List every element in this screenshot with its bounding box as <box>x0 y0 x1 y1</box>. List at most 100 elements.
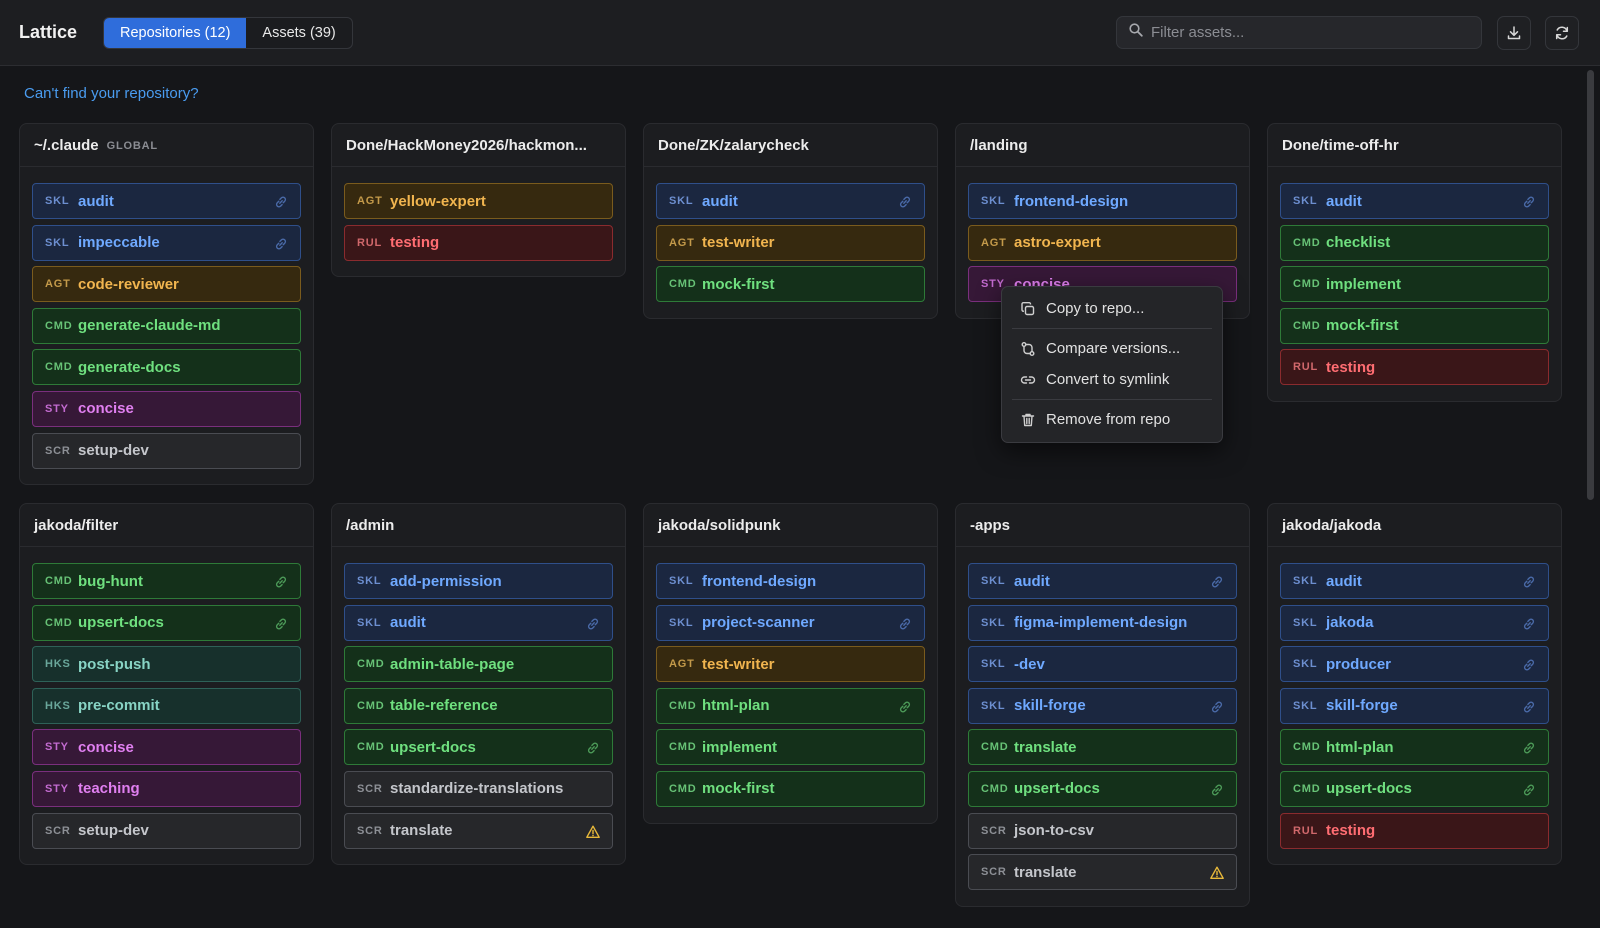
tab-repositories[interactable]: Repositories (12) <box>104 18 247 48</box>
repo-card-header[interactable]: ~/.claude GLOBAL <box>20 124 313 167</box>
search-icon <box>1129 23 1143 42</box>
asset-item[interactable]: SKL audit <box>656 183 925 219</box>
repo-card-header[interactable]: Done/HackMoney2026/hackmon... <box>332 124 625 167</box>
search-box[interactable] <box>1116 16 1482 49</box>
asset-item[interactable]: RUL testing <box>1280 812 1549 849</box>
asset-type-tag: SKL <box>981 699 1006 712</box>
asset-item[interactable]: SKL jakoda <box>1280 604 1549 641</box>
asset-item[interactable]: SKL audit <box>1280 183 1549 219</box>
asset-item[interactable]: RUL testing <box>344 224 613 261</box>
repo-card-header[interactable]: jakoda/jakoda <box>1268 504 1561 547</box>
asset-item[interactable]: AGT astro-expert <box>968 224 1237 261</box>
asset-item[interactable]: HKS pre-commit <box>32 687 301 724</box>
menu-item-copy-to-repo[interactable]: Copy to repo... <box>1002 293 1222 324</box>
asset-item[interactable]: CMD generate-claude-md <box>32 307 301 344</box>
asset-item[interactable]: CMD html-plan <box>656 687 925 724</box>
asset-item[interactable]: RUL testing <box>1280 349 1549 386</box>
asset-name: skill-forge <box>1326 697 1398 715</box>
asset-item[interactable]: CMD bug-hunt <box>32 563 301 599</box>
asset-name: upsert-docs <box>1014 780 1100 798</box>
download-button[interactable] <box>1497 16 1531 50</box>
asset-item[interactable]: CMD admin-table-page <box>344 646 613 683</box>
asset-item[interactable]: AGT test-writer <box>656 224 925 261</box>
asset-type-tag: CMD <box>357 741 385 754</box>
menu-item-convert-to-symlink[interactable]: Convert to symlink <box>1002 364 1222 395</box>
asset-item[interactable]: CMD generate-docs <box>32 349 301 386</box>
repo-name: jakoda/jakoda <box>1282 516 1382 534</box>
asset-item[interactable]: SKL audit <box>1280 563 1549 599</box>
asset-item[interactable]: CMD implement <box>1280 266 1549 303</box>
asset-item[interactable]: CMD upsert-docs <box>32 604 301 641</box>
asset-item[interactable]: SCR setup-dev <box>32 432 301 469</box>
asset-name: skill-forge <box>1014 697 1086 715</box>
asset-item[interactable]: CMD upsert-docs <box>1280 770 1549 807</box>
asset-item[interactable]: SCR json-to-csv <box>968 812 1237 849</box>
repo-card-header[interactable]: jakoda/solidpunk <box>644 504 937 547</box>
asset-type-tag: CMD <box>45 616 73 629</box>
asset-item[interactable]: SKL frontend-design <box>968 183 1237 219</box>
asset-item[interactable]: SKL skill-forge <box>1280 687 1549 724</box>
asset-type-tag: STY <box>981 278 1005 291</box>
asset-item[interactable]: SKL figma-implement-design <box>968 604 1237 641</box>
asset-item[interactable]: AGT yellow-expert <box>344 183 613 219</box>
asset-item[interactable]: CMD mock-first <box>1280 307 1549 344</box>
asset-item[interactable]: AGT code-reviewer <box>32 266 301 303</box>
asset-item[interactable]: CMD table-reference <box>344 687 613 724</box>
asset-type-tag: SKL <box>45 236 70 249</box>
asset-item[interactable]: SCR standardize-translations <box>344 770 613 807</box>
repo-card-header[interactable]: Done/time-off-hr <box>1268 124 1561 167</box>
asset-name: post-push <box>78 655 151 673</box>
asset-item[interactable]: CMD implement <box>656 729 925 766</box>
scrollbar[interactable] <box>1587 70 1594 500</box>
menu-divider <box>1012 328 1212 329</box>
asset-item[interactable]: HKS post-push <box>32 646 301 683</box>
refresh-button[interactable] <box>1545 16 1579 50</box>
asset-item[interactable]: SCR translate <box>344 812 613 849</box>
asset-name: add-permission <box>390 572 502 590</box>
cant-find-repo-link[interactable]: Can't find your repository? <box>24 85 199 102</box>
tab-assets[interactable]: Assets (39) <box>262 25 336 41</box>
menu-label: Copy to repo... <box>1046 300 1145 317</box>
repo-card-header[interactable]: /landing <box>956 124 1249 167</box>
asset-item[interactable]: CMD mock-first <box>656 770 925 807</box>
repo-name: -apps <box>970 516 1011 534</box>
repo-card-header[interactable]: /admin <box>332 504 625 547</box>
download-icon <box>1507 26 1521 40</box>
asset-item[interactable]: CMD upsert-docs <box>344 729 613 766</box>
asset-item[interactable]: SKL frontend-design <box>656 563 925 599</box>
asset-item[interactable]: SKL audit <box>344 604 613 641</box>
asset-type-tag: CMD <box>669 278 697 291</box>
asset-item[interactable]: SCR setup-dev <box>32 812 301 849</box>
asset-item[interactable]: SKL -dev <box>968 646 1237 683</box>
repo-card-header[interactable]: -apps <box>956 504 1249 547</box>
symlink-icon <box>273 574 289 590</box>
menu-item-compare-versions[interactable]: Compare versions... <box>1002 333 1222 364</box>
repo-card-header[interactable]: jakoda/filter <box>20 504 313 547</box>
asset-name: producer <box>1326 655 1392 673</box>
asset-item[interactable]: AGT test-writer <box>656 646 925 683</box>
asset-item[interactable]: SKL add-permission <box>344 563 613 599</box>
asset-item[interactable]: CMD translate <box>968 729 1237 766</box>
asset-item[interactable]: SCR translate <box>968 854 1237 891</box>
asset-item[interactable]: SKL producer <box>1280 646 1549 683</box>
asset-name: setup-dev <box>78 442 149 460</box>
asset-name: implement <box>702 738 778 756</box>
asset-item[interactable]: SKL impeccable <box>32 224 301 261</box>
symlink-icon <box>585 740 601 756</box>
asset-item[interactable]: SKL project-scanner <box>656 604 925 641</box>
menu-item-remove-from-repo[interactable]: Remove from repo <box>1002 404 1222 435</box>
asset-item[interactable]: STY concise <box>32 729 301 766</box>
asset-item[interactable]: CMD checklist <box>1280 224 1549 261</box>
asset-item[interactable]: SKL audit <box>968 563 1237 599</box>
asset-name: pre-commit <box>78 697 160 715</box>
menu-label: Convert to symlink <box>1046 371 1170 388</box>
repo-card-header[interactable]: Done/ZK/zalarycheck <box>644 124 937 167</box>
asset-item[interactable]: SKL audit <box>32 183 301 219</box>
asset-item[interactable]: STY concise <box>32 390 301 427</box>
asset-item[interactable]: CMD upsert-docs <box>968 770 1237 807</box>
asset-item[interactable]: CMD mock-first <box>656 266 925 303</box>
search-input[interactable] <box>1151 24 1471 41</box>
asset-item[interactable]: SKL skill-forge <box>968 687 1237 724</box>
asset-item[interactable]: STY teaching <box>32 770 301 807</box>
asset-item[interactable]: CMD html-plan <box>1280 729 1549 766</box>
